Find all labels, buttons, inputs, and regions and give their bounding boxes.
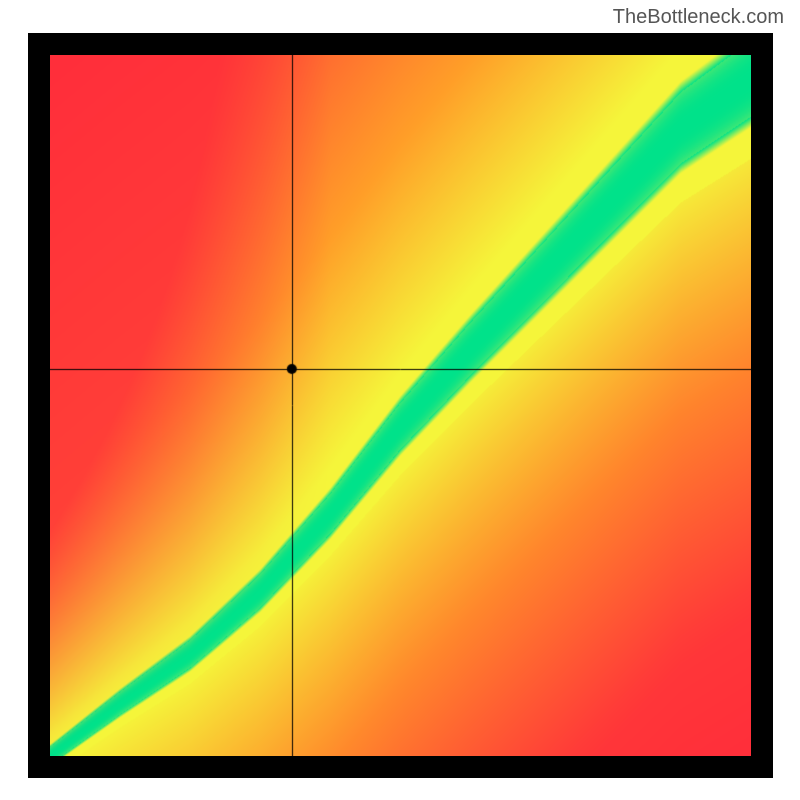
watermark-text: TheBottleneck.com bbox=[613, 6, 784, 29]
chart-container: TheBottleneck.com bbox=[0, 0, 800, 800]
crosshair-overlay bbox=[50, 55, 751, 756]
